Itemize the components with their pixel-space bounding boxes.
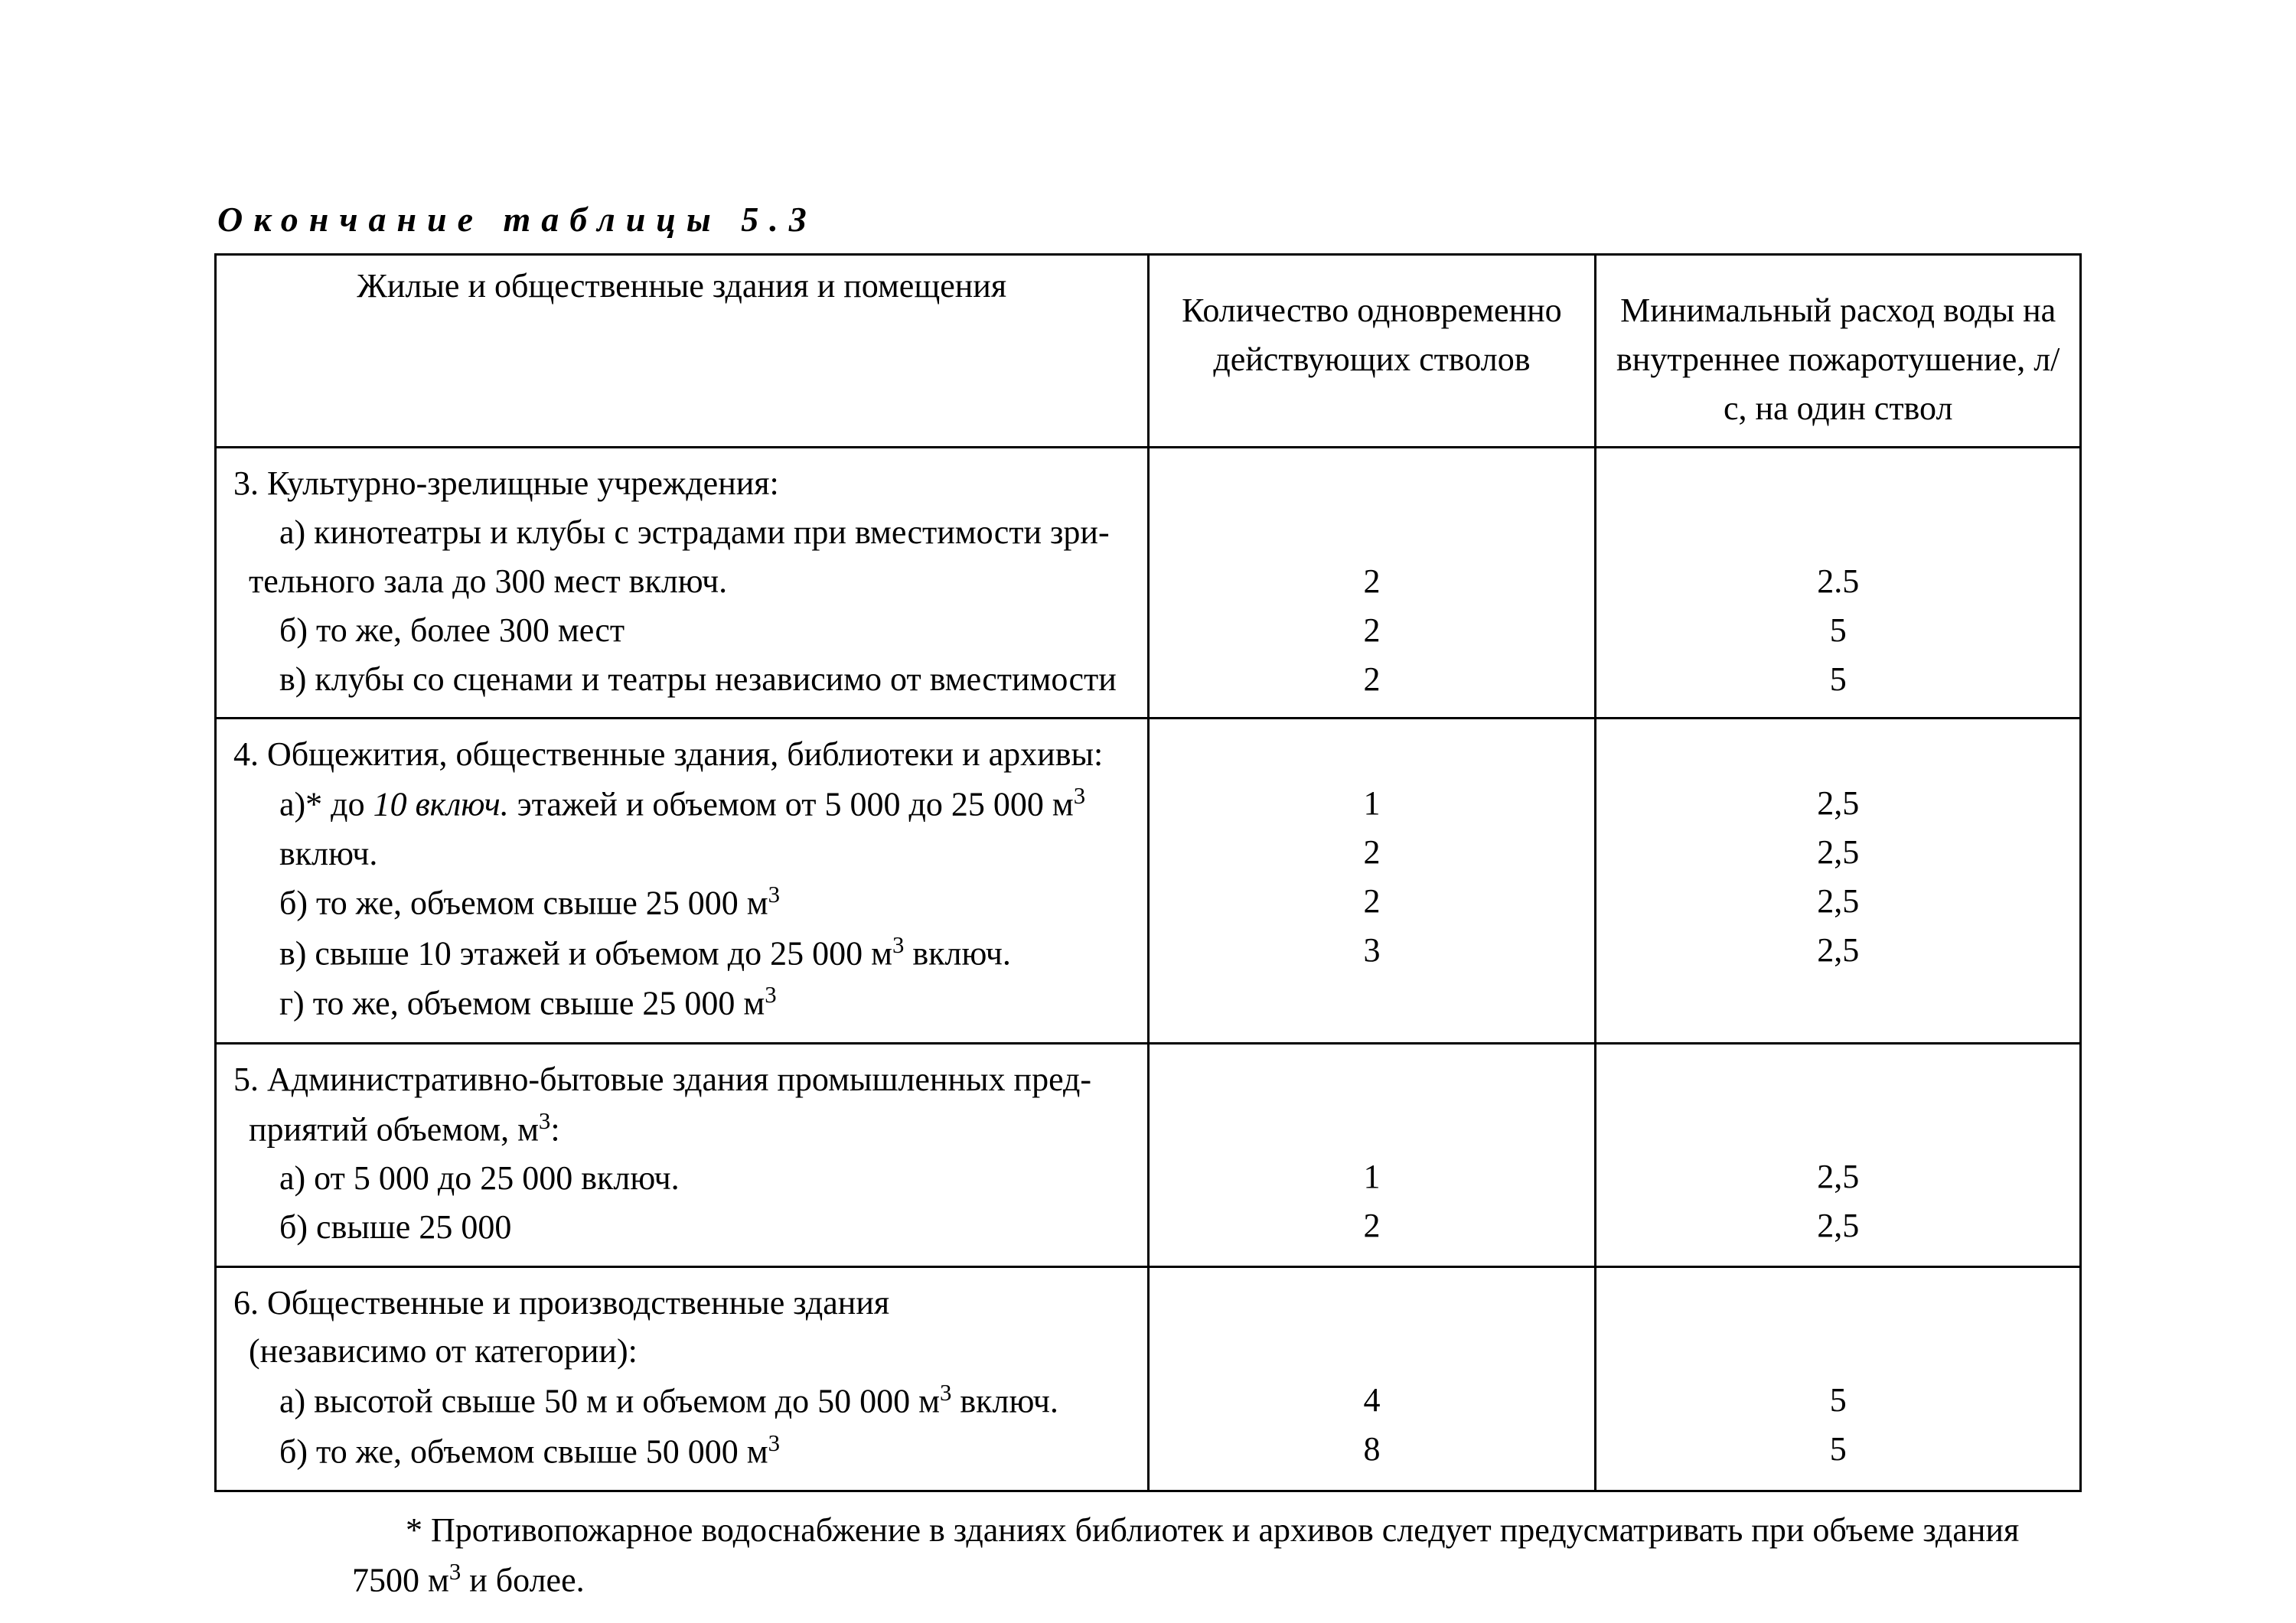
item-label: а) кинотеатры и клубы с эстрадами при вм… xyxy=(233,508,1130,557)
barrels-value: 3 xyxy=(1363,926,1380,975)
spacer xyxy=(1368,508,1376,557)
spacer xyxy=(1834,508,1842,557)
item-label: а) от 5 000 до 25 000 включ. xyxy=(233,1154,1130,1203)
flow-value: 2,5 xyxy=(1817,1201,1859,1250)
section-heading: 6. Общественные и производственные здани… xyxy=(233,1279,1130,1328)
barrels-cell: 12 xyxy=(1148,1043,1596,1266)
barrels-value: 1 xyxy=(1363,1152,1380,1201)
barrels-value: 2 xyxy=(1363,606,1380,655)
barrels-value: 2 xyxy=(1363,1201,1380,1250)
table-5-3: Жилые и общественные здания и помещения … xyxy=(214,253,2082,1492)
flow-value: 2,5 xyxy=(1817,1152,1859,1201)
spacer xyxy=(1834,1104,1842,1153)
flow-value: 5 xyxy=(1830,655,1847,704)
flow-value: 2,5 xyxy=(1817,877,1859,926)
spacer xyxy=(1368,730,1376,779)
flow-cell: 2.555 xyxy=(1596,448,2081,719)
spacer xyxy=(1368,1104,1376,1153)
desc-cell: 4. Общежития, общественные здания, библи… xyxy=(216,719,1149,1043)
item-label: б) свыше 25 000 xyxy=(233,1203,1130,1252)
spacer xyxy=(1368,1279,1376,1328)
spacer xyxy=(1368,1327,1376,1376)
item-label: б) то же, более 300 мест xyxy=(233,606,1130,655)
spacer xyxy=(1834,730,1842,779)
table-continuation-title: Окончание таблицы 5.3 xyxy=(217,199,2082,240)
item-label: а)* до 10 включ. этажей и объемом от 5 0… xyxy=(233,779,1130,878)
item-label: г) то же, объемом свыше 25 000 м3 xyxy=(233,978,1130,1028)
barrels-cell: 222 xyxy=(1148,448,1596,719)
spacer xyxy=(1834,1327,1842,1376)
barrels-value: 2 xyxy=(1363,828,1380,877)
table-row: 3. Культурно-зрелищные учреждения:а) кин… xyxy=(216,448,2081,719)
section-heading: (независимо от категории): xyxy=(233,1327,1130,1376)
table-header-row: Жилые и общественные здания и помещения … xyxy=(216,255,2081,448)
barrels-value: 2 xyxy=(1363,655,1380,704)
flow-value: 5 xyxy=(1830,606,1847,655)
barrels-value: 2 xyxy=(1363,877,1380,926)
item-label: в) свыше 10 этажей и объемом до 25 000 м… xyxy=(233,928,1130,978)
desc-cell: 5. Административно-бытовые здания промыш… xyxy=(216,1043,1149,1266)
section-heading: 3. Культурно-зрелищные учреждения: xyxy=(233,459,1130,508)
spacer xyxy=(1368,459,1376,508)
section-heading: 5. Административно-бытовые здания промыш… xyxy=(233,1055,1130,1104)
section-heading: 4. Общежития, общественные здания, библи… xyxy=(233,730,1130,779)
table-row: 6. Общественные и производственные здани… xyxy=(216,1266,2081,1491)
spacer xyxy=(1834,459,1842,508)
flow-value: 2,5 xyxy=(1817,828,1859,877)
desc-cell: 6. Общественные и производственные здани… xyxy=(216,1266,1149,1491)
footnote: * Противопожарное водоснабжение в здания… xyxy=(214,1506,2082,1605)
spacer xyxy=(1368,1055,1376,1104)
barrels-cell: 48 xyxy=(1148,1266,1596,1491)
spacer xyxy=(1834,1055,1842,1104)
item-label: в) клубы со сценами и театры независимо … xyxy=(233,655,1130,704)
flow-cell: 55 xyxy=(1596,1266,2081,1491)
barrels-value: 2 xyxy=(1363,557,1380,606)
barrels-value: 8 xyxy=(1363,1425,1380,1474)
item-label: б) то же, объемом свыше 25 000 м3 xyxy=(233,878,1130,927)
flow-value: 2,5 xyxy=(1817,926,1859,975)
item-label: тельного зала до 300 мест включ. xyxy=(233,557,1130,606)
item-label: б) то же, объемом свыше 50 000 м3 xyxy=(233,1426,1130,1476)
table-row: 4. Общежития, общественные здания, библи… xyxy=(216,719,2081,1043)
flow-cell: 2,52,52,52,5 xyxy=(1596,719,2081,1043)
barrels-cell: 1223 xyxy=(1148,719,1596,1043)
section-heading: приятий объемом, м3: xyxy=(233,1104,1130,1154)
document-page: Окончание таблицы 5.3 Жилые и общественн… xyxy=(0,0,2296,1623)
barrels-value: 1 xyxy=(1363,779,1380,828)
flow-value: 5 xyxy=(1830,1376,1847,1425)
item-label: а) высотой свыше 50 м и объемом до 50 00… xyxy=(233,1376,1130,1426)
header-col3: Минимальный расход воды на внутреннее по… xyxy=(1596,255,2081,448)
flow-value: 2,5 xyxy=(1817,779,1859,828)
flow-cell: 2,52,5 xyxy=(1596,1043,2081,1266)
table-row: 5. Административно-бытовые здания промыш… xyxy=(216,1043,2081,1266)
flow-value: 5 xyxy=(1830,1425,1847,1474)
spacer xyxy=(1834,1279,1842,1328)
desc-cell: 3. Культурно-зрелищные учреждения:а) кин… xyxy=(216,448,1149,719)
flow-value: 2.5 xyxy=(1817,557,1859,606)
header-col1: Жилые и общественные здания и помещения xyxy=(216,255,1149,448)
barrels-value: 4 xyxy=(1363,1376,1380,1425)
table-body: 3. Культурно-зрелищные учреждения:а) кин… xyxy=(216,448,2081,1491)
header-col2: Количество одновременно действующих ство… xyxy=(1148,255,1596,448)
